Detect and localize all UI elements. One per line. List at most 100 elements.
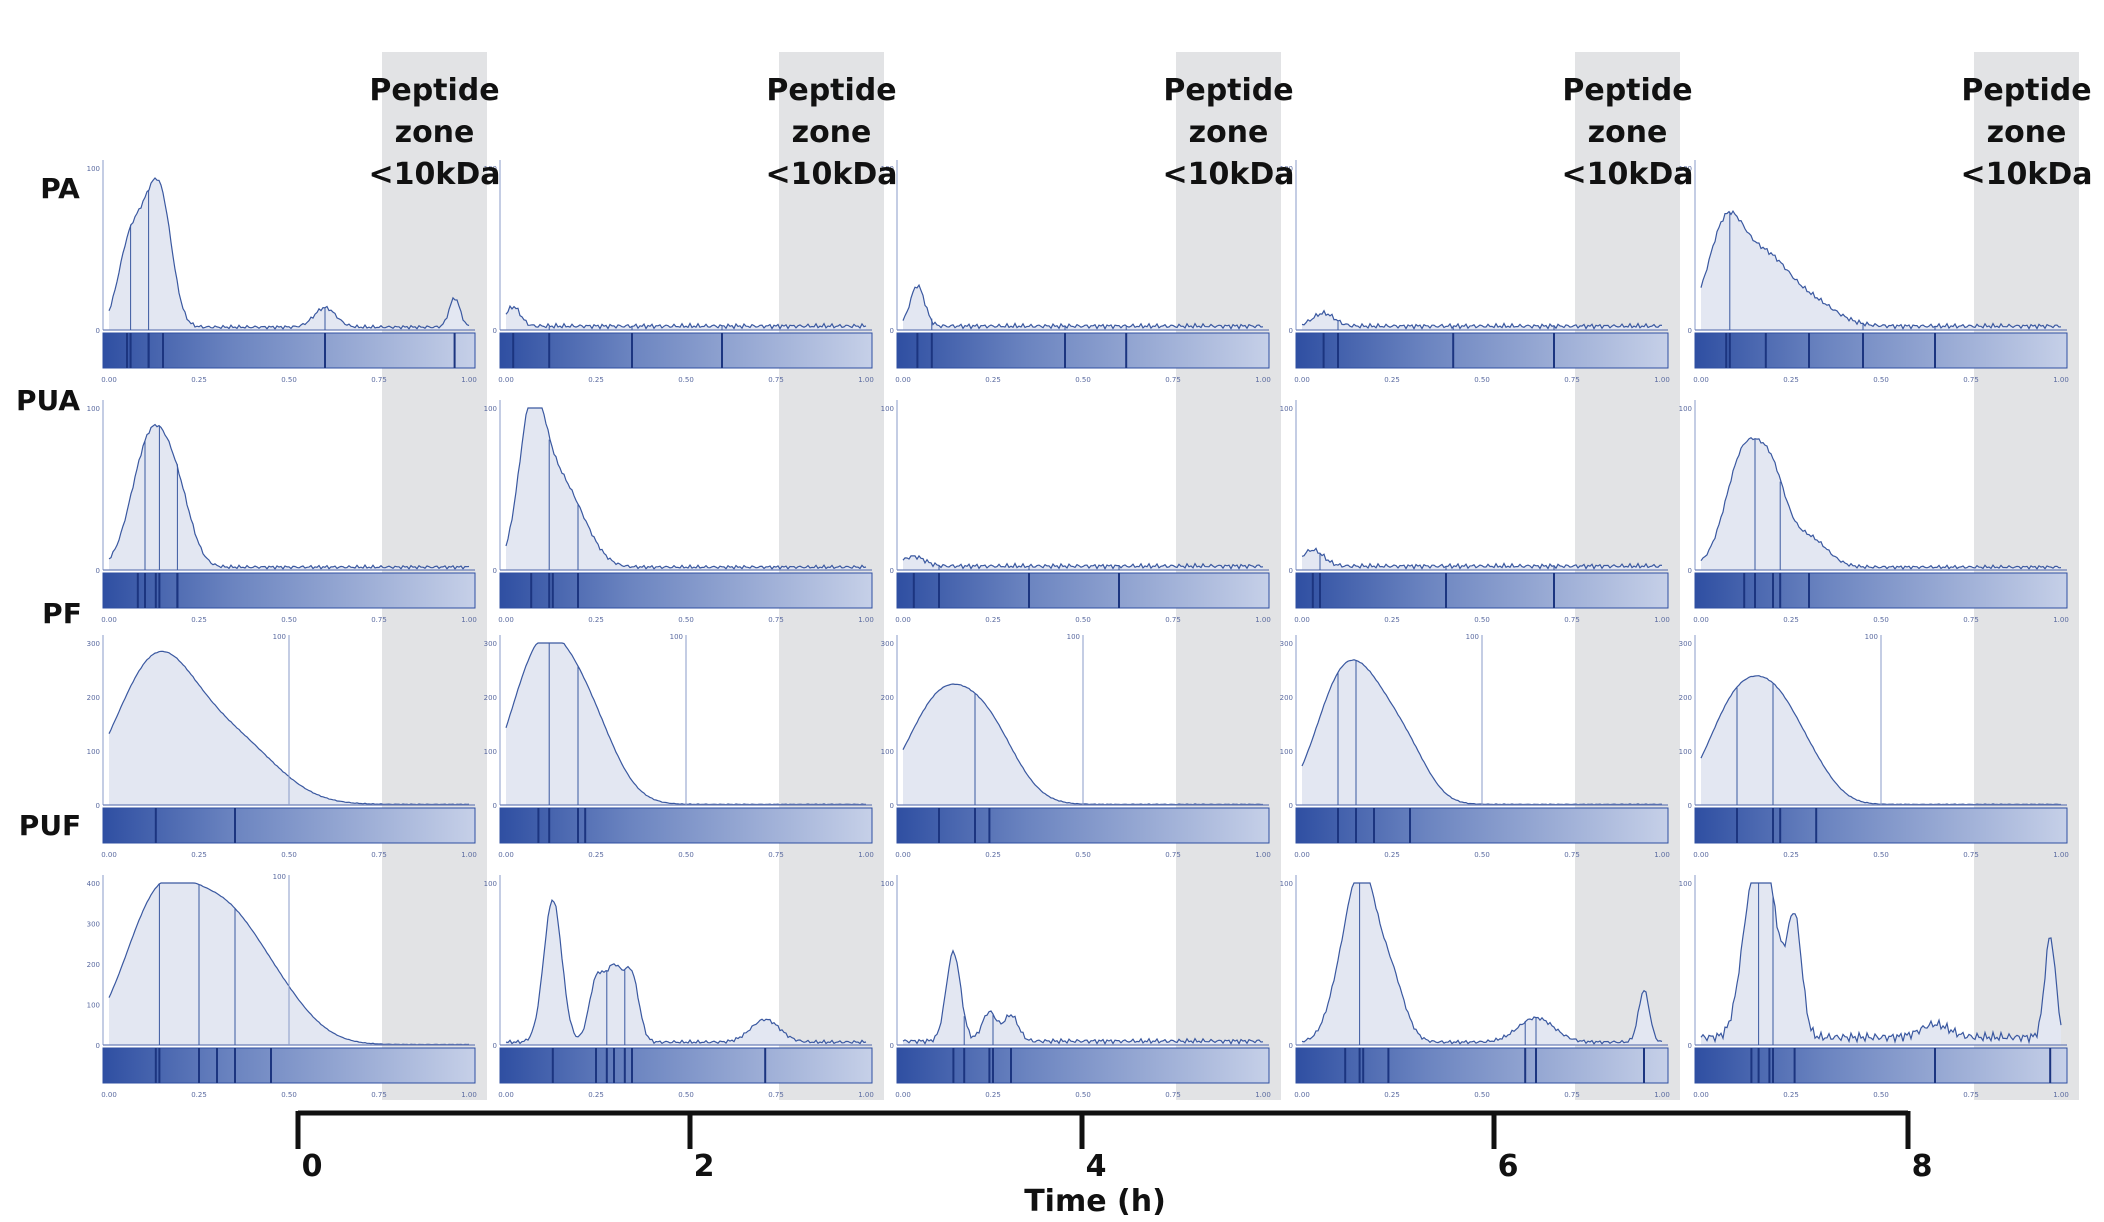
x-tick-label: 0.75 <box>768 376 784 384</box>
x-tick-label: 0.25 <box>985 616 1001 624</box>
x-tick-label: 0.50 <box>1075 1091 1091 1099</box>
y-tick-label: 0 <box>493 802 497 810</box>
y-tick-label: 0 <box>1289 327 1293 335</box>
x-tick-label: 1.00 <box>461 616 477 624</box>
y-tick-label: 0 <box>1688 567 1692 575</box>
zone-label-line: Peptide <box>1562 73 1692 108</box>
x-tick-label: 0.00 <box>101 1091 117 1099</box>
intensity-area <box>506 408 866 570</box>
x-tick-label: 0.00 <box>101 851 117 859</box>
x-tick-label: 1.00 <box>858 851 874 859</box>
y-tick-label: 300 <box>87 921 100 929</box>
x-tick-label: 0.25 <box>1783 616 1799 624</box>
x-tick-label: 0.00 <box>895 376 911 384</box>
x-tick-label: 0.25 <box>191 851 207 859</box>
y-tick-label: 100 <box>1280 748 1293 756</box>
gel-lane <box>102 572 476 609</box>
y-tick-label: 0 <box>493 567 497 575</box>
intensity-area <box>903 684 1263 805</box>
y-tick-label: 100 <box>484 165 497 173</box>
x-tick-label: 0.00 <box>1693 376 1709 384</box>
intensity-area <box>506 900 866 1045</box>
x-tick-label: 1.00 <box>1255 851 1271 859</box>
gel-lane <box>1295 332 1669 369</box>
x-tick-label: 1.00 <box>1255 1091 1271 1099</box>
x-tick-label: 0.00 <box>895 851 911 859</box>
y-tick-label: 100 <box>1280 165 1293 173</box>
row-label-pua: PUA <box>16 384 80 417</box>
row-label-pa: PA <box>40 172 80 205</box>
intensity-line <box>902 949 1264 1046</box>
intensity-line <box>505 898 867 1045</box>
y-tick-label: 0 <box>890 567 894 575</box>
gel-lane <box>896 332 1270 369</box>
x-tick-label: 0.25 <box>1783 851 1799 859</box>
x-tick-label: 1.00 <box>2053 851 2069 859</box>
time-tick-label: 4 <box>1086 1149 1107 1184</box>
y-tick-label: 0 <box>96 1042 100 1050</box>
x-tick-label: 0.50 <box>1873 376 1889 384</box>
x-tick-label: 1.00 <box>858 1091 874 1099</box>
panel-pa-t8: 0 100 0.00 0.25 0.50 0.75 1.00 <box>1679 160 2069 384</box>
x-tick-label: 0.50 <box>281 1091 297 1099</box>
x-tick-label: 0.00 <box>895 1091 911 1099</box>
y-tick-label: 200 <box>881 694 894 702</box>
x-tick-label: 0.00 <box>498 376 514 384</box>
y-tick-label: 300 <box>484 640 497 648</box>
y-tick-label: 0 <box>96 567 100 575</box>
panel-pf-t8: 0 100 200 300 100 0.00 0.25 0.50 0.75 1.00 <box>1679 633 2069 859</box>
time-tick-label: 2 <box>694 1149 715 1184</box>
zone-label-line: <10kDa <box>1562 157 1694 192</box>
intensity-line <box>108 423 470 571</box>
y-tick-label: 200 <box>1679 694 1692 702</box>
panel-puf-t8: 0 100 0.00 0.25 0.50 0.75 1.00 <box>1679 875 2069 1099</box>
x-tick-label: 0.50 <box>281 616 297 624</box>
peptide-zone-labels: Peptide zone <10kDa Peptide zone <10kDa Peptid… <box>369 73 2093 192</box>
panel-puf-t6: 0 100 0.00 0.25 0.50 0.75 1.00 <box>1280 875 1670 1099</box>
x-tick-label: 0.50 <box>1873 616 1889 624</box>
intensity-line <box>505 304 867 331</box>
intensity-area <box>1701 211 2061 330</box>
zone-label-line: Peptide <box>766 73 896 108</box>
x-tick-label: 0.25 <box>191 376 207 384</box>
x-tick-label: 0.00 <box>498 851 514 859</box>
y-tick-label: 300 <box>87 640 100 648</box>
gel-lane <box>1295 572 1669 609</box>
x-tick-label: 0.75 <box>1564 376 1580 384</box>
panel-pua-t2: 0 100 0.00 0.25 0.50 0.75 1.00 <box>484 400 874 624</box>
x-tick-label: 0.00 <box>1294 851 1310 859</box>
x-tick-label: 0.75 <box>1165 851 1181 859</box>
x-tick-label: 0.25 <box>588 851 604 859</box>
x-tick-label: 0.25 <box>1384 616 1400 624</box>
panel-pua-t8: 0 100 0.00 0.25 0.50 0.75 1.00 <box>1679 400 2069 624</box>
intensity-line <box>1700 436 2062 571</box>
panel-pf-t6: 0 100 200 300 100 0.00 0.25 0.50 0.75 1.00 <box>1280 633 1670 859</box>
intensity-line <box>1301 547 1663 571</box>
x-tick-label: 0.75 <box>768 616 784 624</box>
x-tick-label: 0.25 <box>191 616 207 624</box>
panel-pa-t4: 0 100 0.00 0.25 0.50 0.75 1.00 <box>881 160 1271 384</box>
inset-tick-label: 100 <box>670 633 683 641</box>
intensity-area <box>109 178 469 330</box>
panel-pa-t0: 0 100 0.00 0.25 0.50 0.75 1.00 <box>87 160 477 384</box>
y-tick-label: 0 <box>1688 802 1692 810</box>
y-tick-label: 0 <box>1688 1042 1692 1050</box>
gel-lane <box>102 1047 476 1084</box>
gel-lane <box>896 807 1270 844</box>
x-tick-label: 0.50 <box>1873 851 1889 859</box>
y-tick-label: 100 <box>87 165 100 173</box>
x-tick-label: 0.75 <box>371 376 387 384</box>
x-tick-label: 0.50 <box>1075 616 1091 624</box>
x-tick-label: 0.75 <box>1564 1091 1580 1099</box>
intensity-line <box>108 177 470 331</box>
x-tick-label: 1.00 <box>461 376 477 384</box>
zone-label-line: zone <box>1987 115 2067 150</box>
panel-pf-t2: 0 100 200 300 100 0.00 0.25 0.50 0.75 1.00 <box>484 633 874 859</box>
x-tick-label: 0.25 <box>1783 1091 1799 1099</box>
x-tick-label: 0.75 <box>1165 616 1181 624</box>
x-tick-label: 0.75 <box>1165 1091 1181 1099</box>
time-tick-label: 8 <box>1912 1149 1933 1184</box>
y-tick-label: 100 <box>1679 748 1692 756</box>
y-tick-label: 100 <box>1679 165 1692 173</box>
